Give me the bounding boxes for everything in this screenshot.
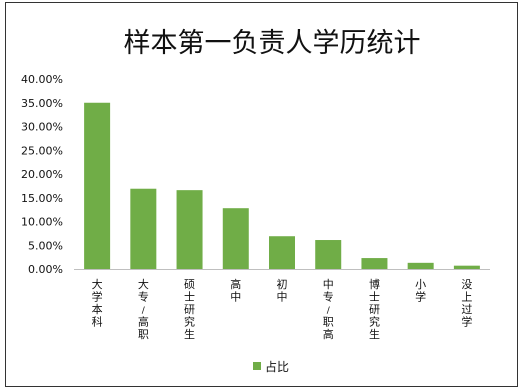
- category-labels: 大学本科 大专/高职 硕士研究生 高中 初中 中专/职高 博士研究生 小学 没上过学: [92, 277, 473, 341]
- y-tick-label: 30.00%: [21, 121, 63, 134]
- y-tick-label: 15.00%: [21, 192, 63, 205]
- bar: [130, 188, 157, 269]
- y-tick-label: 40.00%: [21, 73, 63, 86]
- y-tick-label: 25.00%: [21, 144, 63, 157]
- bar: [361, 258, 388, 269]
- y-tick-label: 5.00%: [28, 239, 63, 252]
- category-label: 初中: [277, 277, 288, 304]
- bars: [84, 102, 480, 269]
- y-tick-label: 20.00%: [21, 168, 63, 181]
- chart-title: 样本第一负责人学历统计: [124, 28, 421, 59]
- y-tick-label: 10.00%: [21, 216, 63, 229]
- category-label: 大学本科: [92, 277, 103, 329]
- category-label: 高中: [230, 277, 241, 304]
- bar: [315, 240, 342, 269]
- legend-label: 占比: [265, 359, 289, 374]
- category-label: 硕士研究生: [184, 278, 195, 341]
- bar: [84, 102, 111, 269]
- legend-swatch: [253, 362, 261, 370]
- y-tick-label: 0.00%: [28, 263, 63, 276]
- category-label: 大专/高职: [138, 277, 149, 341]
- bar: [269, 236, 295, 269]
- y-axis-ticks: 0.00% 5.00% 10.00% 15.00% 20.00% 25.00% 30.00%…: [21, 73, 63, 276]
- category-label: 中专/职高: [323, 278, 334, 341]
- y-tick-label: 35.00%: [21, 97, 63, 110]
- category-label: 小学: [415, 278, 426, 304]
- bar: [222, 208, 249, 269]
- bar: [176, 190, 203, 269]
- category-label: 博士研究生: [369, 278, 380, 341]
- legend: 占比: [253, 359, 289, 374]
- bar: [407, 262, 434, 269]
- category-label: 没上过学: [461, 278, 472, 329]
- bar: [453, 265, 480, 269]
